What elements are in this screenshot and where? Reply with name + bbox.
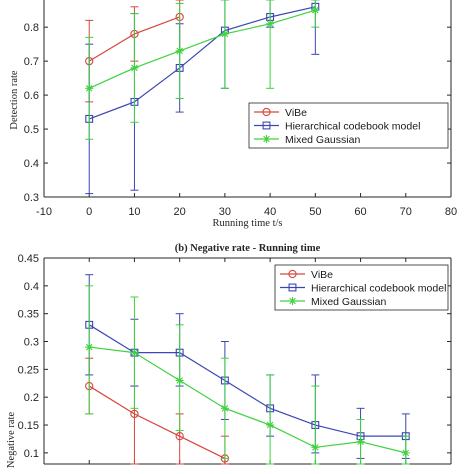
legend-label: Hierarchical codebook model (311, 283, 446, 295)
series-mixed-gaussian (85, 0, 320, 140)
y-tick-label: 0.1 (24, 448, 39, 460)
data-point (266, 421, 275, 430)
y-tick-label: 0.45 (18, 253, 39, 265)
series-mixed-gaussian (85, 285, 410, 465)
series-line (88, 9, 316, 89)
series-line (89, 346, 406, 454)
data-point (401, 448, 410, 457)
x-tick-label: 80 (445, 206, 457, 218)
y-tick-label: 0.5 (24, 124, 39, 136)
data-point (175, 46, 184, 55)
x-tick-label: 30 (219, 206, 231, 218)
data-point (311, 6, 320, 15)
legend-label: ViBe (311, 269, 333, 281)
chart-panel-1: 0.3 0.4 0.5 0.6 0.7 0.8 -10 0 10 20 30 40 50 60 70 80 Ru… (9, 0, 457, 229)
y-tick-label: 0.8 (24, 22, 39, 34)
y-tick-label: 0.3 (24, 337, 39, 349)
chart-panel-2: (b) Negative rate - Running time 0.1 0.15 0… (6, 243, 452, 469)
x-tick-label: 60 (354, 206, 366, 218)
data-point (311, 443, 320, 452)
data-point (130, 63, 139, 72)
data-point (85, 343, 94, 352)
series-line (88, 324, 406, 437)
legend-box (248, 102, 449, 149)
legend-label: ViBe (285, 107, 307, 119)
legend-marker (288, 269, 297, 279)
x-tick-label: 70 (400, 206, 412, 218)
legend-marker (288, 297, 297, 305)
data-point (266, 19, 275, 28)
plot-area (85, 274, 410, 465)
data-point (356, 437, 365, 446)
legend-label: Mixed Gaussian (285, 134, 360, 146)
x-tick-label: -10 (36, 206, 52, 218)
data-point (175, 376, 184, 385)
data-point (220, 404, 229, 413)
y-axis-label: Negative rate (6, 412, 17, 469)
y-tick-label: 0.25 (18, 364, 39, 376)
x-tick-label: 0 (86, 206, 92, 218)
legend-marker (262, 107, 271, 117)
y-tick-label: 0.7 (24, 56, 39, 68)
y-axis-label: Detection rate (9, 70, 20, 130)
y-tick-label: 0.4 (24, 158, 39, 170)
legend-marker (262, 135, 271, 143)
legend-label: Hierarchical codebook model (285, 121, 420, 133)
data-point (220, 29, 229, 38)
x-tick-label: 50 (309, 206, 321, 218)
data-point (175, 432, 184, 441)
legend-label: Mixed Gaussian (311, 296, 386, 308)
data-point (130, 348, 139, 357)
series-line (89, 6, 316, 120)
legend-marker (288, 283, 297, 292)
x-tick-label: 40 (264, 206, 276, 218)
x-tick-label: 20 (174, 206, 186, 218)
panel-title: (b) Negative rate - Running time (175, 243, 321, 254)
y-tick-label: 0.2 (24, 392, 39, 404)
plot-area (85, 0, 320, 195)
x-axis-label: Running time t/s (212, 218, 282, 229)
data-point (130, 409, 139, 419)
series-line (88, 385, 226, 459)
series-hierarchical-codebook-model (85, 0, 320, 195)
y-tick-label: 0.15 (18, 420, 39, 432)
data-point (85, 84, 94, 93)
x-tick-label: 10 (128, 206, 140, 218)
y-tick-label: 0.3 (24, 192, 39, 204)
legend-marker (262, 121, 271, 130)
y-tick-label: 0.35 (18, 309, 39, 321)
series-vibe (85, 357, 230, 465)
y-tick-label: 0.4 (24, 281, 39, 293)
y-tick-label: 0.6 (24, 90, 39, 102)
